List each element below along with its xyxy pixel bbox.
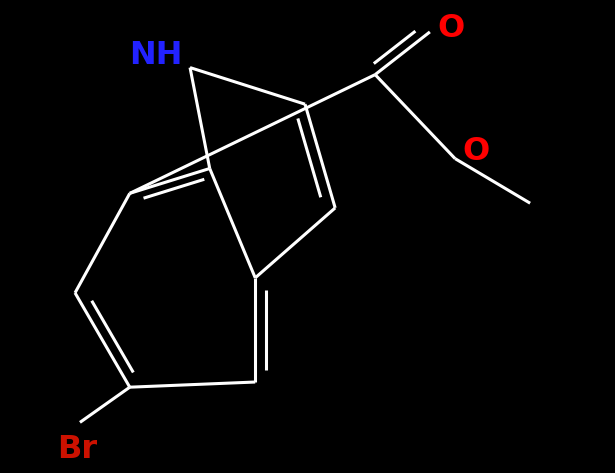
Text: Br: Br [57,434,97,465]
Text: NH: NH [130,40,183,71]
Text: O: O [462,136,490,167]
Text: O: O [437,13,464,44]
